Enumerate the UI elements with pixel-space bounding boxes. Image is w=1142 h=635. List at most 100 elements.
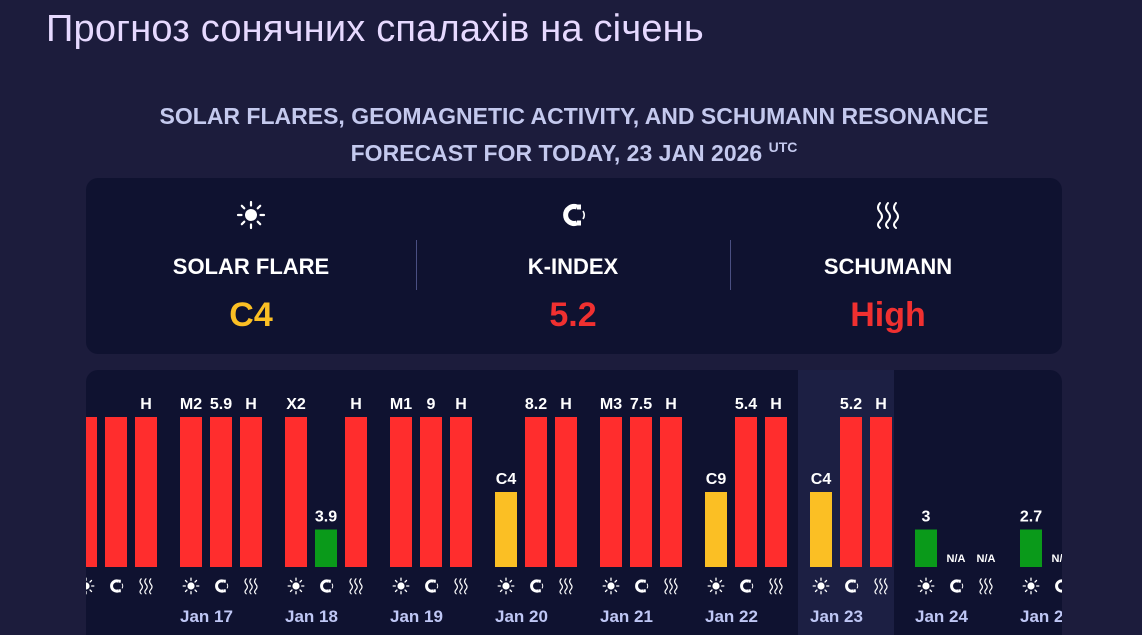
magnet-icon <box>425 578 440 594</box>
sun-icon <box>392 577 410 595</box>
date-label: Jan 22 <box>705 607 758 626</box>
bar-value-label: H <box>455 396 467 413</box>
divider <box>730 240 731 290</box>
schumann-value: High <box>850 296 926 334</box>
schumann-summary: SCHUMANN High <box>730 178 1046 354</box>
bar-value-label: C4 <box>496 471 517 488</box>
bar-value-label: H <box>140 396 152 413</box>
bar <box>495 492 517 567</box>
forecast-heading: SOLAR FLARES, GEOMAGNETIC ACTIVITY, AND … <box>86 101 1062 169</box>
bar <box>105 417 127 567</box>
sun-icon <box>917 577 935 595</box>
bar-value-label: H <box>875 396 887 413</box>
bar <box>450 417 472 567</box>
bar-value-label: 3.9 <box>315 509 337 526</box>
date-label: Jan 24 <box>915 607 968 626</box>
bar <box>1020 529 1042 567</box>
date-label: Jan 23 <box>810 607 863 626</box>
na-label: N/A <box>947 553 966 565</box>
schumann-waves-icon <box>349 578 363 595</box>
sun-icon <box>182 577 200 595</box>
magnet-icon <box>558 200 588 230</box>
sun-icon <box>86 577 95 595</box>
schumann-waves-icon <box>769 578 783 595</box>
bar-value-label: 7.5 <box>630 396 652 413</box>
bar <box>390 417 412 567</box>
schumann-waves-icon <box>244 578 258 595</box>
bar <box>870 417 892 567</box>
heading-utc: UTC <box>768 139 798 155</box>
forecast-chart: H M2 5.9 H Jan 17 X2 3.9 H Jan 18 M1 9 H Jan 19 C4 8.2… <box>86 370 1062 635</box>
bar <box>345 417 367 567</box>
k-index-label: K-INDEX <box>527 254 619 279</box>
bar-value-label: X2 <box>286 396 306 413</box>
bar-value-label: 8.2 <box>525 396 547 413</box>
schumann-waves-icon <box>139 578 153 595</box>
bar-value-label: 3 <box>922 509 931 526</box>
date-label: Jan 25 <box>1020 607 1062 626</box>
schumann-label: SCHUMANN <box>823 254 953 279</box>
bar <box>210 417 232 567</box>
date-label: Jan 21 <box>600 607 653 626</box>
bar-value-label: H <box>350 396 362 413</box>
bar <box>840 417 862 567</box>
bar-value-label: H <box>770 396 782 413</box>
bar-value-label: C9 <box>706 471 727 488</box>
magnet-icon <box>320 578 335 594</box>
schumann-waves-icon <box>664 578 678 595</box>
k-index-value: 5.2 <box>549 296 597 334</box>
bar <box>810 492 832 567</box>
k-index-summary: K-INDEX 5.2 <box>416 178 730 354</box>
bar <box>555 417 577 567</box>
bar-value-label: M1 <box>390 396 412 413</box>
bar-value-label: 5.9 <box>210 396 232 413</box>
magnet-icon <box>110 578 125 594</box>
bar <box>180 417 202 567</box>
schumann-waves-icon <box>873 200 903 230</box>
bar-value-label: 2.7 <box>1020 509 1042 526</box>
magnet-icon <box>635 578 650 594</box>
magnet-icon <box>1055 578 1062 594</box>
bar <box>660 417 682 567</box>
sun-icon <box>812 577 830 595</box>
date-label: Jan 17 <box>180 607 233 626</box>
bar <box>600 417 622 567</box>
magnet-icon <box>530 578 545 594</box>
bar <box>765 417 787 567</box>
bar-value-label: M3 <box>600 396 622 413</box>
heading-line1: SOLAR FLARES, GEOMAGNETIC ACTIVITY, AND … <box>159 103 989 129</box>
bar <box>285 417 307 567</box>
bar <box>135 417 157 567</box>
na-label: N/A <box>977 553 996 565</box>
bar <box>86 417 97 567</box>
bar <box>630 417 652 567</box>
sun-icon <box>707 577 725 595</box>
schumann-waves-icon <box>559 578 573 595</box>
solar-flare-value: C4 <box>229 296 273 334</box>
solar-flare-label: SOLAR FLARE <box>172 254 330 279</box>
bar-value-label: 5.2 <box>840 396 862 413</box>
solar-flare-summary: SOLAR FLARE C4 <box>86 178 416 354</box>
magnet-icon <box>215 578 230 594</box>
sun-icon <box>1022 577 1040 595</box>
page-title: Прогноз сонячних спалахів на січень <box>46 8 704 50</box>
date-label: Jan 18 <box>285 607 338 626</box>
sun-icon <box>497 577 515 595</box>
bar <box>315 529 337 567</box>
na-label: N/A <box>1052 553 1062 565</box>
magnet-icon <box>950 578 965 594</box>
bar <box>420 417 442 567</box>
bar <box>240 417 262 567</box>
sun-icon <box>602 577 620 595</box>
forecast-chart-card: H M2 5.9 H Jan 17 X2 3.9 H Jan 18 M1 9 H Jan 19 C4 8.2… <box>86 370 1062 635</box>
bar <box>735 417 757 567</box>
sun-icon <box>236 200 266 230</box>
bar <box>525 417 547 567</box>
date-label: Jan 19 <box>390 607 443 626</box>
bar <box>915 529 937 567</box>
summary-card: SOLAR FLARE C4 K-INDEX 5.2 SCHUMANN High <box>86 178 1062 354</box>
sun-icon <box>287 577 305 595</box>
date-label: Jan 20 <box>495 607 548 626</box>
divider <box>416 240 417 290</box>
schumann-waves-icon <box>454 578 468 595</box>
